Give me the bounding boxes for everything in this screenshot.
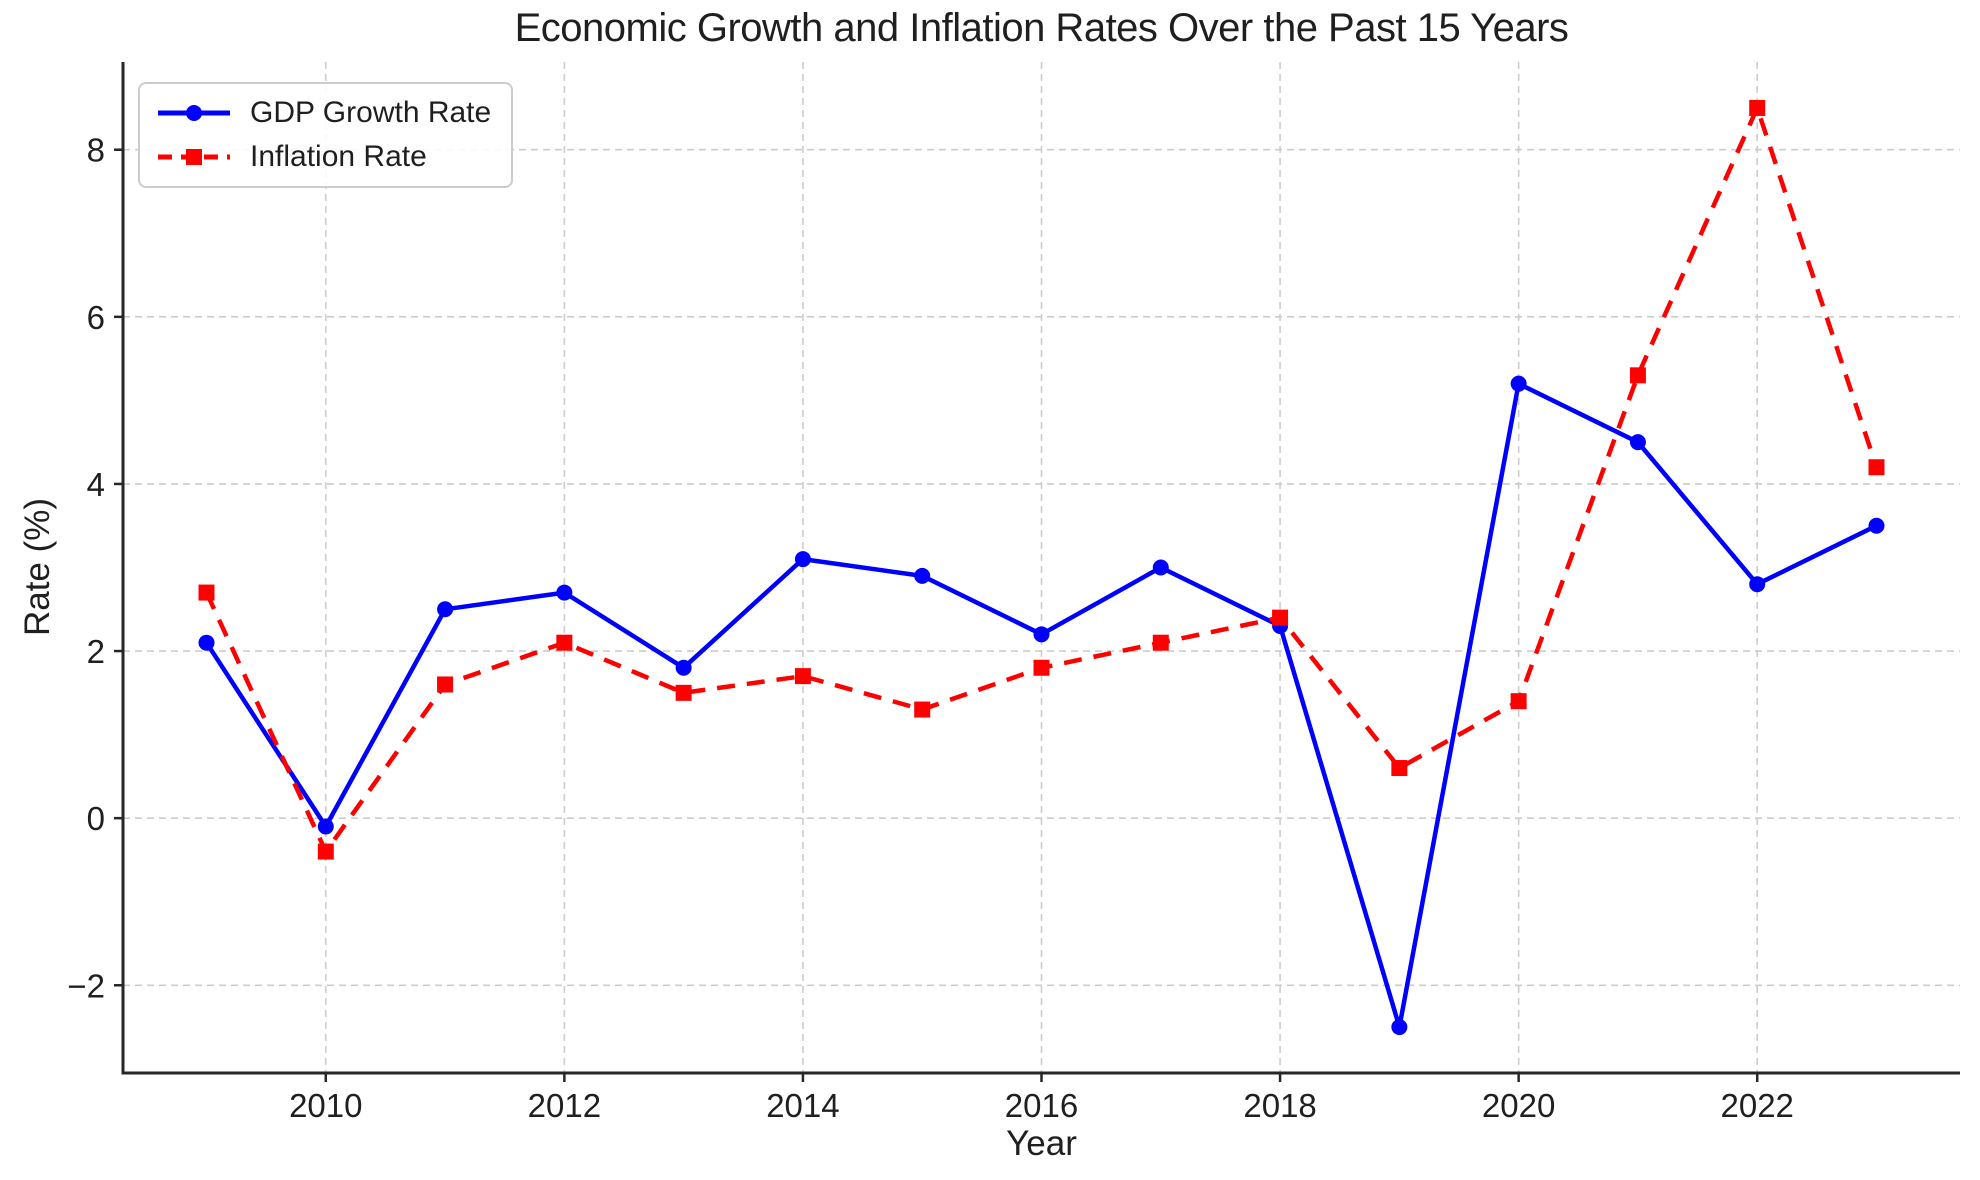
legend: GDP Growth Rate Inflation Rate: [138, 82, 514, 188]
legend-item-gdp: GDP Growth Rate: [154, 94, 491, 132]
marker-inflation-rate: [556, 634, 573, 651]
legend-swatch-shape: [186, 149, 202, 165]
marker-gdp-growth-rate: [794, 551, 811, 568]
marker-inflation-rate: [1749, 99, 1766, 116]
legend-item-inflation: Inflation Rate: [154, 138, 491, 176]
y-tick-label: −2: [67, 967, 105, 1004]
marker-inflation-rate: [437, 676, 454, 693]
marker-inflation-rate: [1391, 760, 1408, 777]
y-tick-label: 4: [87, 466, 105, 503]
legend-label-gdp: GDP Growth Rate: [250, 96, 492, 129]
x-tick-label: 2020: [1482, 1087, 1555, 1124]
y-tick-label: 2: [87, 633, 105, 670]
marker-gdp-growth-rate: [914, 567, 931, 584]
y-axis-label: Rate (%): [18, 497, 57, 637]
inflation-line-swatch-icon: [158, 149, 230, 165]
marker-inflation-rate: [1272, 609, 1289, 626]
marker-inflation-rate: [1629, 367, 1646, 384]
marker-gdp-growth-rate: [1629, 434, 1646, 451]
x-tick-label: 2010: [289, 1087, 362, 1124]
marker-inflation-rate: [1868, 459, 1885, 476]
y-tick-label: 0: [87, 800, 105, 837]
marker-inflation-rate: [1510, 693, 1527, 710]
marker-inflation-rate: [914, 701, 931, 718]
x-axis-label: Year: [1006, 1124, 1077, 1163]
marker-gdp-growth-rate: [1868, 517, 1885, 534]
marker-gdp-growth-rate: [317, 818, 334, 835]
y-tick-label: 8: [87, 132, 105, 169]
marker-gdp-growth-rate: [437, 601, 454, 618]
marker-gdp-growth-rate: [675, 659, 692, 676]
marker-gdp-growth-rate: [556, 584, 573, 601]
marker-gdp-growth-rate: [1391, 1019, 1408, 1036]
marker-inflation-rate: [794, 668, 811, 685]
marker-inflation-rate: [198, 584, 215, 601]
x-tick-label: 2022: [1721, 1087, 1794, 1124]
gdp-line-swatch-icon: [158, 105, 230, 121]
marker-inflation-rate: [1033, 659, 1050, 676]
x-tick-label: 2012: [528, 1087, 601, 1124]
y-tick-label: 6: [87, 299, 105, 336]
marker-inflation-rate: [317, 843, 334, 860]
marker-inflation-rate: [1152, 634, 1169, 651]
marker-gdp-growth-rate: [1033, 626, 1050, 643]
marker-gdp-growth-rate: [198, 634, 215, 651]
x-tick-label: 2014: [766, 1087, 839, 1124]
chart-title: Economic Growth and Inflation Rates Over…: [514, 6, 1569, 50]
marker-gdp-growth-rate: [1510, 375, 1527, 392]
marker-gdp-growth-rate: [1749, 576, 1766, 593]
legend-swatch-shape: [186, 105, 202, 121]
x-tick-label: 2018: [1243, 1087, 1316, 1124]
legend-label-inflation: Inflation Rate: [250, 140, 427, 173]
marker-gdp-growth-rate: [1152, 559, 1169, 576]
x-tick-label: 2016: [1005, 1087, 1078, 1124]
marker-inflation-rate: [675, 684, 692, 701]
